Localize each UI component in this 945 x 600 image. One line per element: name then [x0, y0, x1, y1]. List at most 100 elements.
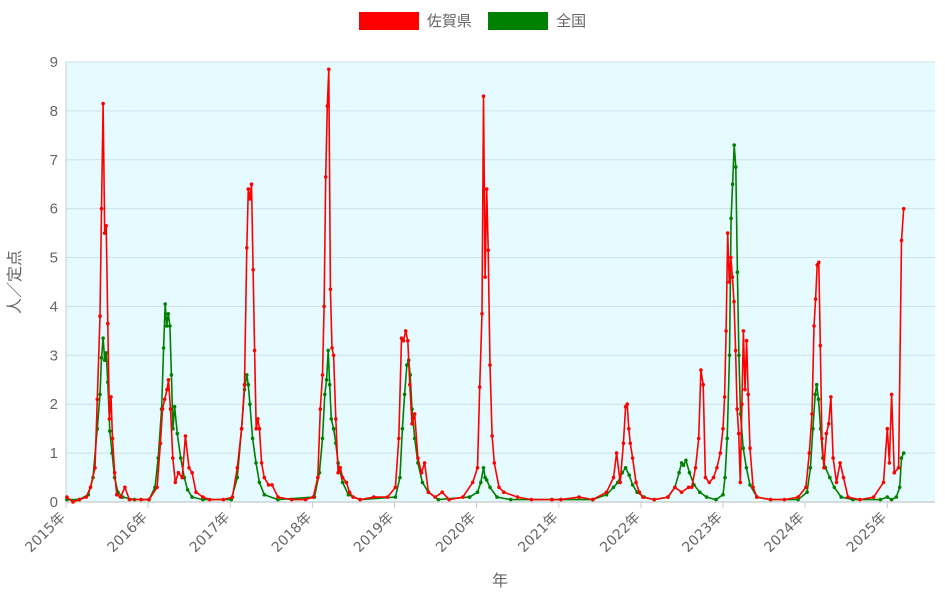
data-point[interactable] — [899, 456, 904, 460]
data-point[interactable] — [755, 495, 759, 499]
data-point[interactable] — [714, 497, 718, 502]
data-point[interactable] — [187, 466, 191, 470]
data-point[interactable] — [889, 497, 894, 502]
data-point[interactable] — [796, 497, 800, 502]
data-point[interactable] — [611, 475, 616, 480]
data-point[interactable] — [245, 373, 249, 377]
data-point[interactable] — [311, 495, 316, 499]
data-point[interactable] — [479, 480, 483, 485]
data-point[interactable] — [397, 436, 401, 441]
data-point[interactable] — [347, 490, 352, 495]
data-point[interactable] — [262, 475, 267, 480]
data-point[interactable] — [172, 404, 177, 409]
data-point[interactable] — [242, 382, 247, 387]
data-point[interactable] — [743, 387, 747, 392]
data-point[interactable] — [71, 500, 75, 504]
data-point[interactable] — [104, 224, 108, 228]
data-point[interactable] — [289, 497, 294, 502]
data-point[interactable] — [899, 238, 904, 243]
data-point[interactable] — [488, 363, 492, 367]
data-point[interactable] — [401, 338, 406, 343]
data-point[interactable] — [158, 441, 163, 446]
data-point[interactable] — [323, 392, 327, 397]
data-point[interactable] — [621, 441, 626, 446]
legend-item-saga[interactable]: 佐賀県 — [358, 10, 472, 31]
data-point[interactable] — [102, 358, 107, 363]
data-point[interactable] — [162, 397, 167, 402]
data-point[interactable] — [811, 426, 815, 431]
data-point[interactable] — [677, 470, 681, 475]
data-point[interactable] — [106, 321, 110, 326]
data-point[interactable] — [630, 456, 635, 460]
data-point[interactable] — [550, 497, 554, 502]
data-point[interactable] — [732, 299, 736, 304]
data-point[interactable] — [180, 475, 184, 480]
data-point[interactable] — [276, 495, 280, 499]
data-point[interactable] — [698, 490, 702, 495]
data-point[interactable] — [201, 495, 205, 499]
data-point[interactable] — [161, 346, 166, 350]
data-point[interactable] — [385, 495, 390, 499]
data-point[interactable] — [318, 407, 323, 411]
data-point[interactable] — [235, 466, 240, 470]
data-point[interactable] — [725, 436, 729, 441]
data-point[interactable] — [748, 483, 752, 487]
data-point[interactable] — [858, 497, 862, 502]
data-point[interactable] — [77, 497, 82, 502]
data-point[interactable] — [246, 382, 251, 387]
data-point[interactable] — [737, 353, 741, 358]
data-point[interactable] — [901, 451, 906, 455]
data-point[interactable] — [102, 231, 107, 235]
data-point[interactable] — [738, 480, 743, 485]
data-point[interactable] — [846, 495, 850, 499]
data-point[interactable] — [250, 436, 255, 441]
data-point[interactable] — [490, 434, 494, 438]
data-point[interactable] — [270, 483, 274, 487]
data-point[interactable] — [721, 492, 725, 497]
data-point[interactable] — [123, 485, 127, 490]
data-point[interactable] — [901, 206, 906, 211]
data-point[interactable] — [577, 495, 581, 499]
data-point[interactable] — [440, 490, 445, 495]
data-point[interactable] — [176, 470, 181, 475]
data-point[interactable] — [248, 402, 252, 407]
data-point[interactable] — [351, 495, 355, 499]
data-point[interactable] — [652, 497, 656, 502]
data-point[interactable] — [735, 407, 739, 411]
data-point[interactable] — [618, 480, 622, 485]
data-point[interactable] — [730, 182, 735, 186]
data-point[interactable] — [897, 485, 902, 490]
data-point[interactable] — [724, 329, 728, 333]
data-point[interactable] — [331, 353, 336, 358]
data-point[interactable] — [470, 480, 475, 485]
data-point[interactable] — [245, 246, 249, 250]
data-point[interactable] — [257, 480, 262, 485]
data-point[interactable] — [885, 495, 890, 499]
data-point[interactable] — [689, 485, 694, 490]
data-point[interactable] — [634, 480, 638, 485]
data-point[interactable] — [183, 434, 188, 438]
data-point[interactable] — [889, 392, 894, 397]
data-point[interactable] — [681, 463, 686, 468]
data-point[interactable] — [805, 490, 809, 495]
data-point[interactable] — [147, 497, 151, 502]
data-point[interactable] — [733, 348, 738, 353]
data-point[interactable] — [246, 187, 251, 191]
data-point[interactable] — [461, 495, 465, 499]
data-point[interactable] — [324, 378, 329, 382]
data-point[interactable] — [839, 495, 843, 499]
data-point[interactable] — [257, 426, 262, 431]
data-point[interactable] — [65, 495, 69, 499]
data-point[interactable] — [166, 378, 171, 382]
data-point[interactable] — [736, 431, 741, 436]
data-point[interactable] — [630, 483, 635, 487]
data-point[interactable] — [251, 268, 255, 272]
data-point[interactable] — [707, 480, 712, 485]
data-point[interactable] — [625, 402, 629, 407]
data-point[interactable] — [190, 470, 194, 475]
data-point[interactable] — [734, 165, 738, 169]
data-point[interactable] — [744, 338, 749, 343]
data-point[interactable] — [266, 483, 271, 487]
data-point[interactable] — [118, 495, 123, 499]
data-point[interactable] — [259, 461, 264, 465]
